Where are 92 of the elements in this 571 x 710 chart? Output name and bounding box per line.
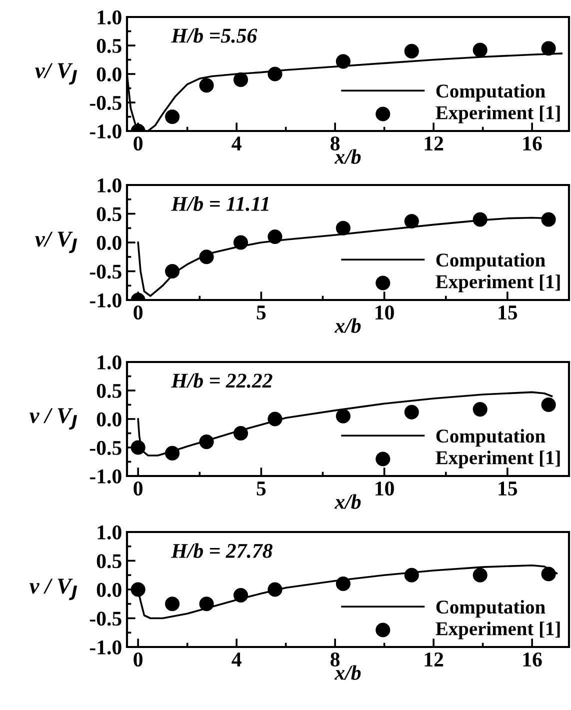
point <box>336 220 350 236</box>
point <box>336 576 350 592</box>
x-tick-label: 5 <box>256 306 266 320</box>
x-tick-label: 0 <box>134 652 142 667</box>
y-tick-label: -1.0 <box>90 640 122 655</box>
x-tick-label: 4 <box>232 136 242 150</box>
x-axis-title: x/b <box>334 494 361 509</box>
y-axis-title: v / V$_{J}$ <box>30 578 78 600</box>
text: Experiment [1] <box>436 622 560 640</box>
legend-label: Computation <box>436 428 546 447</box>
annotation: H/b =5.56 <box>171 28 258 43</box>
point <box>268 582 282 597</box>
y-tick-label: -1.0 <box>90 124 122 139</box>
y-tick-label: 0.0 <box>96 67 122 82</box>
x-tick-label: 4 <box>232 652 242 666</box>
point <box>404 568 419 582</box>
x-tick-label: 15 <box>498 482 518 496</box>
point <box>404 404 419 420</box>
point <box>165 264 180 279</box>
point <box>472 212 488 227</box>
point <box>541 397 556 412</box>
x-tick-label: 8 <box>330 652 340 667</box>
point <box>199 250 214 264</box>
point <box>541 566 556 582</box>
y-tick-label: -0.5 <box>90 440 122 456</box>
point <box>268 66 282 82</box>
x-tick-label: 5 <box>256 482 266 496</box>
text: Experiment [1] <box>436 274 560 292</box>
x-axis-title: x/b <box>334 665 361 680</box>
x-tick-label: 0 <box>134 136 142 151</box>
y-tick-label: -0.5 <box>90 96 122 110</box>
x-tick-label: 16 <box>523 652 542 667</box>
x-axis-title: x/b <box>334 318 361 333</box>
y-tick-label: 0.0 <box>96 412 122 427</box>
point <box>472 402 488 417</box>
y-tick-label: 1.0 <box>98 178 122 193</box>
legend-label: Experiment [1] <box>436 106 560 124</box>
y-axis-title: v/ V$_{J}$ <box>35 63 78 85</box>
point <box>541 41 556 56</box>
legend-label: Experiment [1] <box>436 450 560 468</box>
point <box>233 426 248 441</box>
point <box>233 588 248 603</box>
y-tick-label: 0.5 <box>96 38 122 54</box>
x-tick-label: 8 <box>330 136 340 151</box>
point <box>472 42 488 58</box>
y-tick-label: -1.0 <box>90 293 122 308</box>
y-tick-label: 1.0 <box>98 355 122 370</box>
x-tick-label: 16 <box>523 136 542 151</box>
point <box>165 446 180 460</box>
point <box>268 229 282 244</box>
point <box>199 78 214 93</box>
point <box>199 596 214 612</box>
x-tick-label: 12 <box>424 652 444 666</box>
y-tick-label: 0.5 <box>96 207 122 222</box>
point <box>165 596 180 612</box>
point <box>336 54 350 69</box>
y-axis-title: v/ V$_{J}$ <box>35 232 78 254</box>
y-tick-label: -1.0 <box>90 469 122 484</box>
point <box>130 440 146 455</box>
legend-label: Computation <box>436 252 546 271</box>
point <box>541 212 556 227</box>
y-tick-label: -0.5 <box>90 264 122 279</box>
y-axis-title: v / V$_{J}$ <box>30 408 78 430</box>
x-tick-label: 0 <box>134 305 142 320</box>
y-tick-label: 1.0 <box>98 525 122 540</box>
x-axis-title: x/b <box>334 149 361 164</box>
legend-label: Computation <box>436 84 546 102</box>
point <box>130 582 146 597</box>
point <box>336 408 350 424</box>
legend-label: Computation <box>436 600 546 618</box>
y-tick-label: -0.5 <box>90 612 122 626</box>
point <box>268 412 282 426</box>
annotation: H/b = 22.22 <box>171 373 272 388</box>
y-tick-label: 1.0 <box>98 10 122 25</box>
point <box>165 109 180 124</box>
y-tick-label: 0.0 <box>96 582 122 598</box>
annotation: H/b = 27.78 <box>171 543 272 558</box>
point <box>199 434 214 450</box>
point <box>404 44 419 58</box>
x-tick-label: 0 <box>134 481 142 496</box>
annotation: H/b = 11.11 <box>171 196 268 212</box>
point <box>233 72 248 87</box>
y-tick-label: 0.0 <box>96 236 122 250</box>
y-tick-label: 0.5 <box>96 384 122 398</box>
x-tick-label: 10 <box>376 481 394 496</box>
x-tick-label: 10 <box>376 305 394 320</box>
point <box>404 214 419 229</box>
point <box>233 235 248 250</box>
point <box>472 568 488 582</box>
x-tick-label: 12 <box>424 136 444 150</box>
x-tick-label: 15 <box>498 306 518 320</box>
y-tick-label: 0.5 <box>96 554 122 568</box>
